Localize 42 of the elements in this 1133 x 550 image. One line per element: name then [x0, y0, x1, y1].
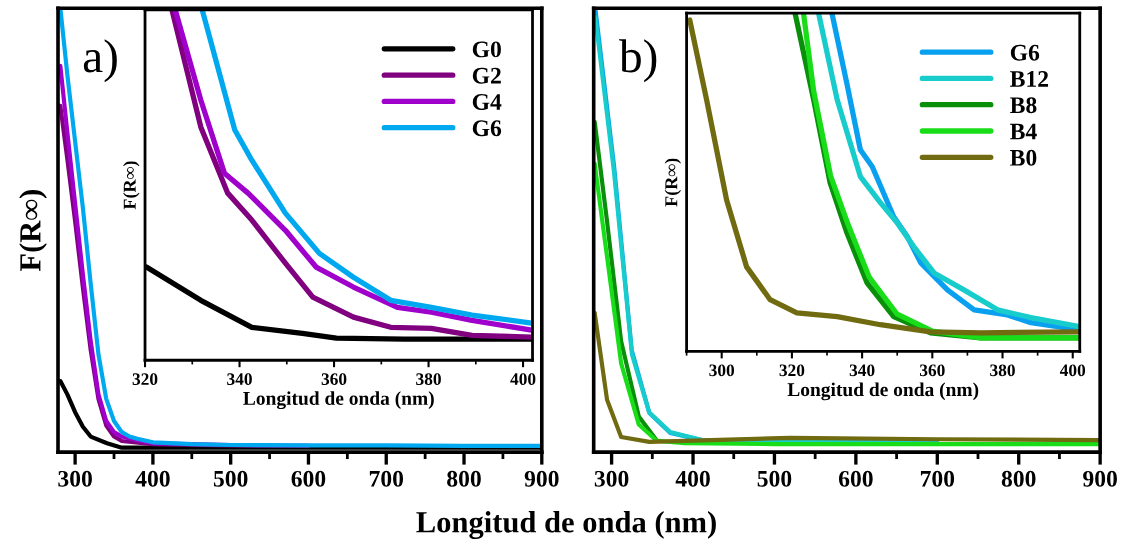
x-tick-label: 400	[675, 470, 710, 487]
x-axis-title: Longitud de onda (nm)	[416, 511, 716, 539]
x-tick-label: 800	[447, 470, 481, 487]
legend-label: G6	[472, 120, 502, 137]
x-tick-label: 380	[416, 373, 441, 385]
x-tick-label: 400	[1059, 364, 1086, 377]
x-tick-label: 500	[213, 470, 248, 487]
x-tick-label: 380	[990, 364, 1015, 377]
legend-label: B0	[1010, 149, 1037, 166]
legend-label: G0	[472, 41, 501, 58]
annotation: a)	[83, 39, 117, 83]
x-tick-label: 320	[132, 373, 158, 385]
legend-label: G4	[472, 94, 502, 110]
x-axis-title: Longitud de onda (nm)	[243, 391, 434, 410]
x-tick-label: 700	[920, 470, 955, 487]
x-tick-label: 320	[779, 364, 805, 377]
y-axis-title: F(R∞)	[19, 190, 47, 272]
x-tick-label: 340	[849, 364, 875, 377]
y-axis-title: F(R∞)	[123, 161, 140, 210]
x-tick-label: 900	[1083, 470, 1117, 487]
x-tick-label: 300	[594, 470, 629, 487]
x-tick-label: 360	[321, 373, 347, 385]
x-tick-label: 600	[838, 470, 873, 487]
legend-label: G6	[1010, 44, 1040, 61]
x-tick-label: 340	[227, 373, 252, 385]
legend-label: B4	[1010, 123, 1037, 140]
x-axis-title: Longitud de onda (nm)	[787, 382, 979, 401]
x-tick-label: 500	[757, 470, 792, 487]
x-tick-label: 300	[709, 364, 735, 377]
x-tick-label: 360	[919, 364, 945, 377]
legend-label: B12	[1010, 71, 1049, 87]
y-axis-title: F(R∞)	[664, 158, 682, 207]
x-tick-label: 800	[1001, 470, 1036, 487]
legend-label: G2	[472, 67, 501, 84]
x-tick-label: 300	[58, 470, 92, 487]
x-tick-label: 400	[135, 470, 170, 487]
x-tick-label: 400	[510, 373, 536, 385]
legend-label: B8	[1010, 97, 1037, 114]
x-tick-label: 700	[369, 470, 404, 487]
x-tick-label: 600	[291, 470, 326, 487]
x-tick-label: 900	[524, 470, 559, 487]
annotation: b)	[619, 39, 657, 83]
